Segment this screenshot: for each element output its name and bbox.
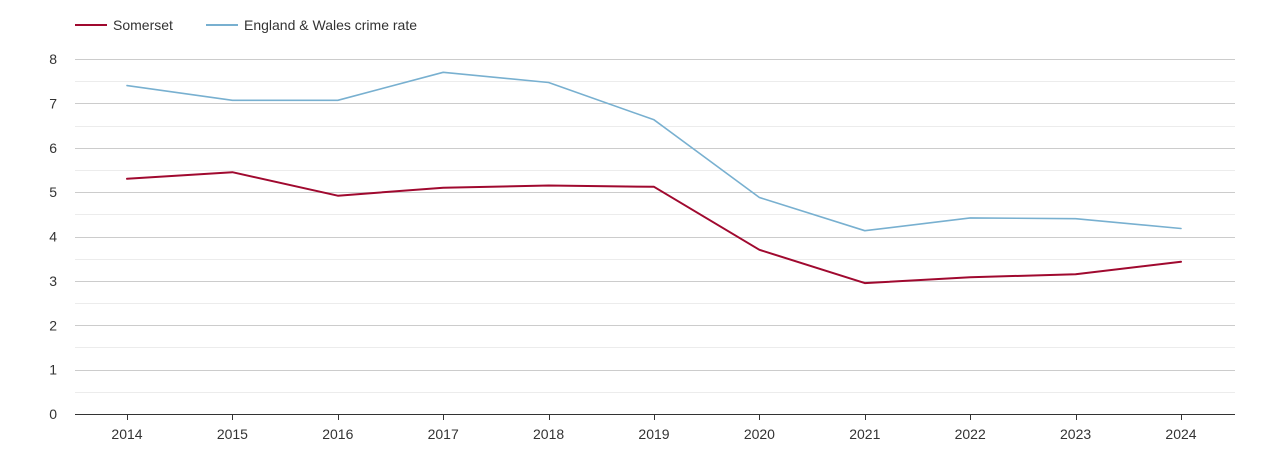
y-tick-label: 4	[49, 229, 57, 245]
y-tick-label: 2	[49, 317, 57, 333]
series-line-somerset[interactable]	[126, 171, 1182, 285]
legend-label-england-wales: England & Wales crime rate	[244, 17, 417, 33]
gridlines	[75, 59, 1235, 393]
x-tick-label: 2020	[744, 426, 775, 442]
y-tick-label: 7	[49, 95, 57, 111]
x-tick-label: 2024	[1165, 426, 1196, 442]
x-tick-label: 2023	[1060, 426, 1091, 442]
y-tick-label: 0	[49, 406, 57, 422]
y-axis: 0 1 2 3 4 5 6 7 8	[49, 51, 57, 422]
y-tick-label: 5	[49, 184, 57, 200]
x-tick-label: 2016	[322, 426, 353, 442]
series-layer	[126, 71, 1182, 285]
legend-item-somerset[interactable]: Somerset	[75, 17, 173, 33]
y-tick-label: 6	[49, 140, 57, 156]
series-line-england-and-wales-crime-rate[interactable]	[126, 71, 1182, 232]
x-tick-label: 2021	[849, 426, 880, 442]
y-tick-label: 3	[49, 273, 57, 289]
x-tick-label: 2014	[111, 426, 142, 442]
x-tick-label: 2017	[428, 426, 459, 442]
x-tick-label: 2015	[217, 426, 248, 442]
legend-label-somerset: Somerset	[113, 17, 173, 33]
y-tick-label: 1	[49, 362, 57, 378]
x-axis: 2014 2015 2016 2017 2018 2019 2020 2021 2022 2023…	[75, 414, 1235, 442]
x-tick-label: 2018	[533, 426, 564, 442]
y-tick-label: 8	[49, 51, 57, 67]
legend: Somerset England & Wales crime rate	[75, 17, 417, 33]
x-tick-label: 2022	[955, 426, 986, 442]
x-tick-label: 2019	[638, 426, 669, 442]
legend-item-england-wales[interactable]: England & Wales crime rate	[206, 17, 417, 33]
